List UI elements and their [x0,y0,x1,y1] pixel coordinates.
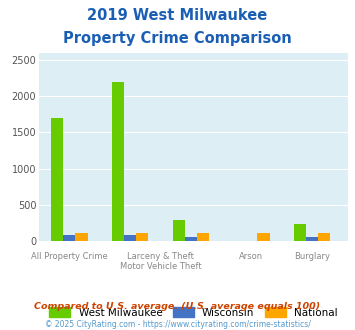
Bar [124,235,136,241]
Text: Burglary: Burglary [294,252,330,261]
Bar [173,220,185,241]
Bar [76,233,88,241]
Legend: West Milwaukee, Wisconsin, National: West Milwaukee, Wisconsin, National [45,303,342,322]
Text: 2019 West Milwaukee: 2019 West Milwaukee [87,8,268,23]
Bar [197,233,209,241]
Bar [185,237,197,241]
Text: Larceny & Theft: Larceny & Theft [127,252,194,261]
Bar [257,233,269,241]
Text: All Property Crime: All Property Crime [31,252,108,261]
Bar [306,237,318,241]
Bar [63,236,76,241]
Text: Compared to U.S. average. (U.S. average equals 100): Compared to U.S. average. (U.S. average … [34,302,321,311]
Bar [294,223,306,241]
Bar [51,118,63,241]
Text: Motor Vehicle Theft: Motor Vehicle Theft [120,261,201,271]
Bar [112,82,124,241]
Bar [136,233,148,241]
Text: Property Crime Comparison: Property Crime Comparison [63,31,292,46]
Bar [318,233,330,241]
Text: © 2025 CityRating.com - https://www.cityrating.com/crime-statistics/: © 2025 CityRating.com - https://www.city… [45,320,310,329]
Text: Arson: Arson [239,252,263,261]
